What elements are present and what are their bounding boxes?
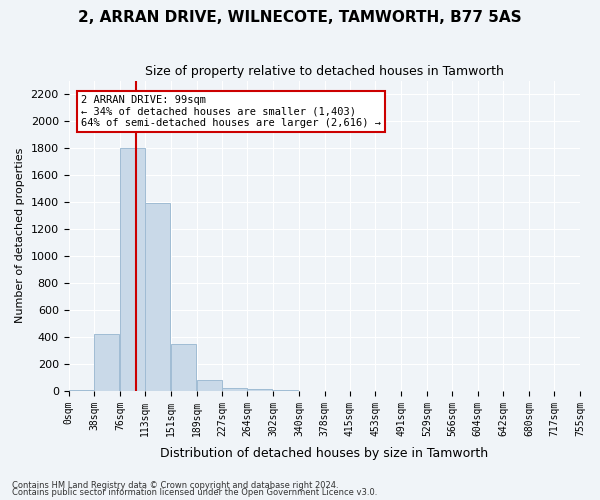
Bar	[223, 388, 247, 391]
Text: 2, ARRAN DRIVE, WILNECOTE, TAMWORTH, B77 5AS: 2, ARRAN DRIVE, WILNECOTE, TAMWORTH, B77…	[78, 10, 522, 25]
Text: Contains HM Land Registry data © Crown copyright and database right 2024.: Contains HM Land Registry data © Crown c…	[12, 480, 338, 490]
Title: Size of property relative to detached houses in Tamworth: Size of property relative to detached ho…	[145, 65, 504, 78]
Text: Contains public sector information licensed under the Open Government Licence v3: Contains public sector information licen…	[12, 488, 377, 497]
Bar	[247, 389, 272, 391]
Bar	[197, 380, 221, 391]
Text: 2 ARRAN DRIVE: 99sqm
← 34% of detached houses are smaller (1,403)
64% of semi-de: 2 ARRAN DRIVE: 99sqm ← 34% of detached h…	[81, 94, 381, 128]
Bar	[68, 390, 94, 391]
Bar	[171, 344, 196, 391]
X-axis label: Distribution of detached houses by size in Tamworth: Distribution of detached houses by size …	[160, 447, 488, 460]
Bar	[273, 390, 298, 391]
Bar	[94, 334, 119, 391]
Y-axis label: Number of detached properties: Number of detached properties	[15, 148, 25, 324]
Bar	[120, 148, 145, 391]
Bar	[145, 204, 170, 391]
